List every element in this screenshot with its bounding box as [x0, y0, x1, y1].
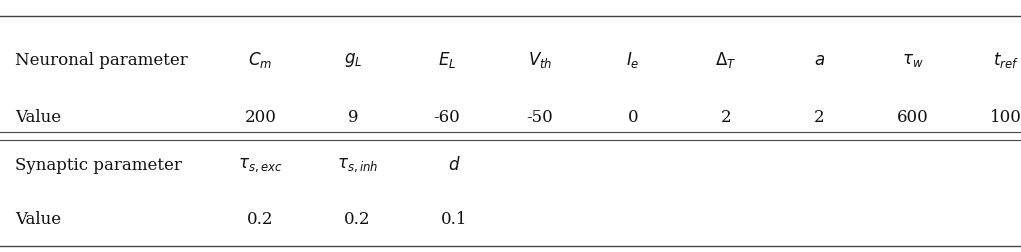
Text: $d$: $d$ — [448, 156, 460, 174]
Text: $\tau_{s,inh}$: $\tau_{s,inh}$ — [337, 156, 378, 174]
Text: Synaptic parameter: Synaptic parameter — [15, 156, 182, 174]
Text: 2: 2 — [721, 109, 731, 126]
Text: 600: 600 — [896, 109, 928, 126]
Text: $I_e$: $I_e$ — [626, 50, 640, 71]
Text: 200: 200 — [244, 109, 277, 126]
Text: 0.2: 0.2 — [247, 211, 274, 228]
Text: $\Delta_T$: $\Delta_T$ — [716, 50, 737, 71]
Text: 0: 0 — [628, 109, 638, 126]
Text: 100: 100 — [989, 109, 1021, 126]
Text: 0.2: 0.2 — [344, 211, 371, 228]
Text: Neuronal parameter: Neuronal parameter — [15, 52, 188, 69]
Text: $g_L$: $g_L$ — [344, 51, 362, 70]
Text: $a$: $a$ — [814, 51, 825, 70]
Text: -50: -50 — [527, 109, 553, 126]
Text: $V_{th}$: $V_{th}$ — [528, 50, 552, 71]
Text: Value: Value — [15, 109, 61, 126]
Text: $t_{ref}$: $t_{ref}$ — [992, 50, 1019, 71]
Text: $E_L$: $E_L$ — [438, 50, 455, 71]
Text: $\tau_w$: $\tau_w$ — [902, 51, 923, 70]
Text: Value: Value — [15, 211, 61, 228]
Text: 9: 9 — [348, 109, 358, 126]
Text: 0.1: 0.1 — [441, 211, 468, 228]
Text: $\tau_{s,exc}$: $\tau_{s,exc}$ — [238, 156, 283, 174]
Text: -60: -60 — [433, 109, 460, 126]
Text: $C_m$: $C_m$ — [248, 50, 273, 71]
Text: 2: 2 — [814, 109, 825, 126]
